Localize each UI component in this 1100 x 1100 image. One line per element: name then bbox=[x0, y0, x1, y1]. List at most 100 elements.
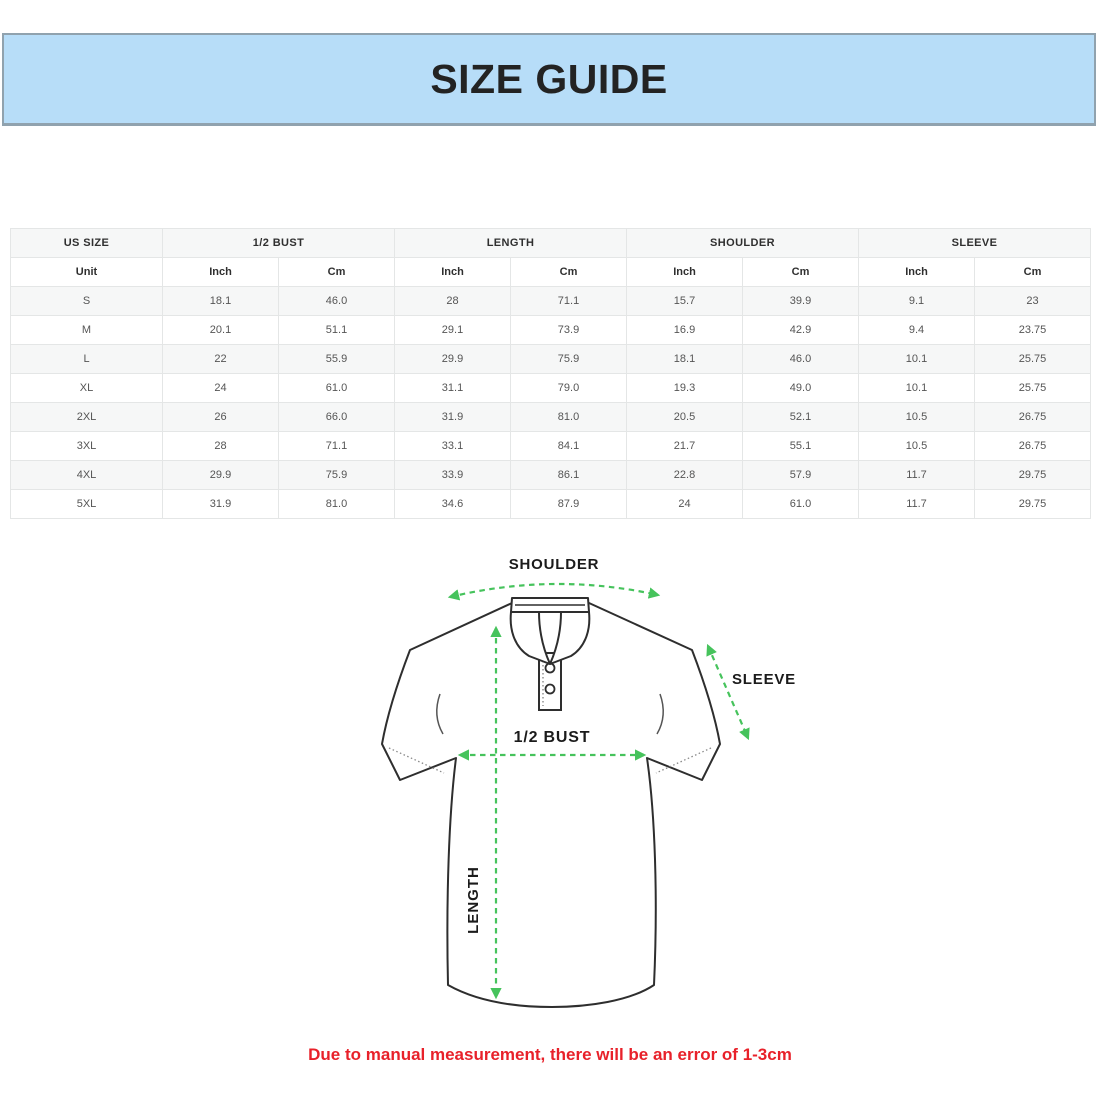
left-armpit-crease bbox=[436, 693, 444, 735]
table-row-3xl: 3XL 28 71.1 33.1 84.1 21.7 55.1 10.5 26.… bbox=[10, 431, 1091, 461]
size-cell: 49.0 bbox=[742, 373, 859, 403]
size-cell: 18.1 bbox=[162, 286, 279, 316]
size-cell: 10.1 bbox=[858, 344, 975, 374]
size-label: 2XL bbox=[10, 402, 163, 432]
size-cell: 87.9 bbox=[510, 489, 627, 519]
size-cell: 81.0 bbox=[510, 402, 627, 432]
size-cell: 19.3 bbox=[626, 373, 743, 403]
table-group-header-row: US SIZE 1/2 BUST LENGTH SHOULDER SLEEVE bbox=[10, 228, 1091, 258]
size-cell: 29.9 bbox=[394, 344, 511, 374]
size-cell: 25.75 bbox=[974, 344, 1091, 374]
size-cell: 55.1 bbox=[742, 431, 859, 461]
unit-header: Cm bbox=[510, 257, 627, 287]
unit-header: Inch bbox=[858, 257, 975, 287]
size-cell: 23 bbox=[974, 286, 1091, 316]
size-cell: 42.9 bbox=[742, 315, 859, 345]
size-cell: 75.9 bbox=[278, 460, 395, 490]
size-label: M bbox=[10, 315, 163, 345]
size-cell: 24 bbox=[162, 373, 279, 403]
size-cell: 86.1 bbox=[510, 460, 627, 490]
table-row-s: S 18.1 46.0 28 71.1 15.7 39.9 9.1 23 bbox=[10, 286, 1091, 316]
size-cell: 61.0 bbox=[278, 373, 395, 403]
size-cell: 34.6 bbox=[394, 489, 511, 519]
unit-header: Cm bbox=[974, 257, 1091, 287]
size-cell: 22 bbox=[162, 344, 279, 374]
table-row-m: M 20.1 51.1 29.1 73.9 16.9 42.9 9.4 23.7… bbox=[10, 315, 1091, 345]
size-cell: 16.9 bbox=[626, 315, 743, 345]
size-cell: 9.4 bbox=[858, 315, 975, 345]
col-header-length: LENGTH bbox=[394, 228, 627, 258]
size-cell: 28 bbox=[394, 286, 511, 316]
size-chart-table: US SIZE 1/2 BUST LENGTH SHOULDER SLEEVE … bbox=[10, 228, 1091, 519]
size-cell: 26 bbox=[162, 402, 279, 432]
size-cell: 46.0 bbox=[742, 344, 859, 374]
shoulder-arrow-icon bbox=[447, 582, 661, 601]
unit-header: Inch bbox=[162, 257, 279, 287]
size-cell: 75.9 bbox=[510, 344, 627, 374]
polo-body-outline bbox=[381, 602, 721, 1008]
size-cell: 15.7 bbox=[626, 286, 743, 316]
size-cell: 18.1 bbox=[626, 344, 743, 374]
unit-header: Cm bbox=[278, 257, 395, 287]
col-header-us-size: US SIZE bbox=[10, 228, 163, 258]
size-guide-banner: SIZE GUIDE bbox=[2, 33, 1096, 126]
size-cell: 55.9 bbox=[278, 344, 395, 374]
table-row-l: L 22 55.9 29.9 75.9 18.1 46.0 10.1 25.75 bbox=[10, 344, 1091, 374]
size-cell: 26.75 bbox=[974, 402, 1091, 432]
size-label: 3XL bbox=[10, 431, 163, 461]
unit-header: Unit bbox=[10, 257, 163, 287]
size-cell: 61.0 bbox=[742, 489, 859, 519]
size-cell: 39.9 bbox=[742, 286, 859, 316]
table-row-4xl: 4XL 29.9 75.9 33.9 86.1 22.8 57.9 11.7 2… bbox=[10, 460, 1091, 490]
col-header-half-bust: 1/2 BUST bbox=[162, 228, 395, 258]
sleeve-arrow-icon bbox=[706, 643, 750, 741]
table-unit-header-row: Unit Inch Cm Inch Cm Inch Cm Inch Cm bbox=[10, 257, 1091, 287]
col-header-shoulder: SHOULDER bbox=[626, 228, 859, 258]
size-cell: 29.75 bbox=[974, 460, 1091, 490]
table-row-xl: XL 24 61.0 31.1 79.0 19.3 49.0 10.1 25.7… bbox=[10, 373, 1091, 403]
size-cell: 31.9 bbox=[394, 402, 511, 432]
size-label: 4XL bbox=[10, 460, 163, 490]
size-cell: 20.5 bbox=[626, 402, 743, 432]
size-cell: 11.7 bbox=[858, 460, 975, 490]
size-cell: 33.9 bbox=[394, 460, 511, 490]
size-cell: 11.7 bbox=[858, 489, 975, 519]
size-label: 5XL bbox=[10, 489, 163, 519]
size-cell: 26.75 bbox=[974, 431, 1091, 461]
measurement-diagram: SHOULDER SLEEVE 1/2 BUST LENGTH bbox=[370, 548, 800, 1018]
bust-measure-label: 1/2 BUST bbox=[514, 729, 591, 746]
size-cell: 79.0 bbox=[510, 373, 627, 403]
sleeve-measure-label: SLEEVE bbox=[732, 671, 796, 688]
size-cell: 71.1 bbox=[278, 431, 395, 461]
length-measure-label: LENGTH bbox=[465, 866, 482, 934]
right-armpit-crease bbox=[656, 693, 664, 735]
size-label: S bbox=[10, 286, 163, 316]
size-cell: 10.5 bbox=[858, 402, 975, 432]
size-cell: 51.1 bbox=[278, 315, 395, 345]
unit-header: Cm bbox=[742, 257, 859, 287]
table-row-5xl: 5XL 31.9 81.0 34.6 87.9 24 61.0 11.7 29.… bbox=[10, 489, 1091, 519]
size-cell: 24 bbox=[626, 489, 743, 519]
size-cell: 10.5 bbox=[858, 431, 975, 461]
size-cell: 81.0 bbox=[278, 489, 395, 519]
size-cell: 21.7 bbox=[626, 431, 743, 461]
size-cell: 22.8 bbox=[626, 460, 743, 490]
size-cell: 10.1 bbox=[858, 373, 975, 403]
size-cell: 73.9 bbox=[510, 315, 627, 345]
col-header-sleeve: SLEEVE bbox=[858, 228, 1091, 258]
page-title: SIZE GUIDE bbox=[430, 55, 668, 102]
size-cell: 29.75 bbox=[974, 489, 1091, 519]
size-cell: 57.9 bbox=[742, 460, 859, 490]
table-row-2xl: 2XL 26 66.0 31.9 81.0 20.5 52.1 10.5 26.… bbox=[10, 402, 1091, 432]
size-cell: 29.1 bbox=[394, 315, 511, 345]
placket bbox=[538, 652, 562, 711]
measurement-error-note: Due to manual measurement, there will be… bbox=[308, 1045, 792, 1064]
shoulder-measure-label: SHOULDER bbox=[509, 556, 600, 573]
size-cell: 9.1 bbox=[858, 286, 975, 316]
size-cell: 66.0 bbox=[278, 402, 395, 432]
unit-header: Inch bbox=[394, 257, 511, 287]
size-cell: 23.75 bbox=[974, 315, 1091, 345]
collar-right-wing bbox=[549, 611, 591, 665]
size-cell: 20.1 bbox=[162, 315, 279, 345]
size-label: L bbox=[10, 344, 163, 374]
